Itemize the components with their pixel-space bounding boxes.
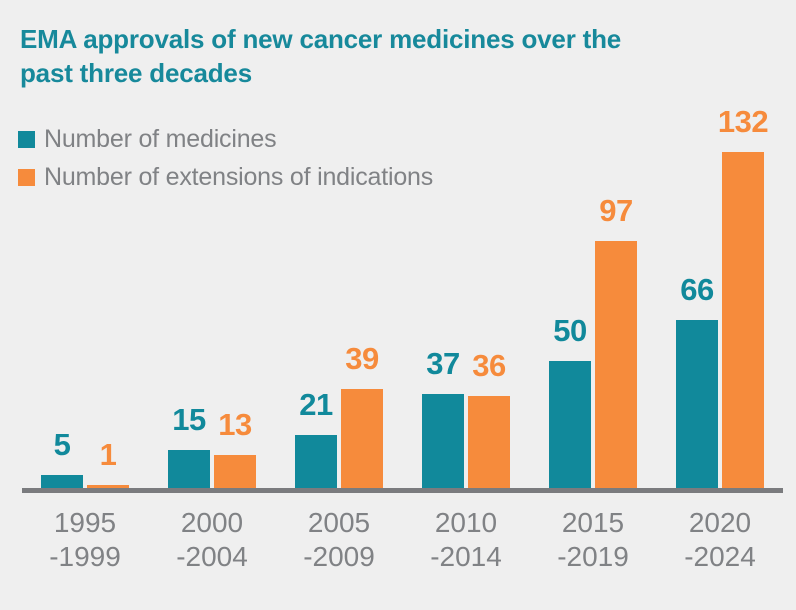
legend-label-extensions: Number of extensions of indications [44,162,434,191]
legend-swatch-medicines-icon [18,130,35,148]
bar-value-label-extensions-2000-2004: 13 [218,407,252,442]
bar-value-label-medicines-2020-2024: 66 [680,272,714,307]
title-line-1: EMA approvals of new cancer medicines ov… [20,24,622,54]
legend-item-extensions: Number of extensions of indications [18,158,433,196]
bar-medicines-2005-2009 [295,435,337,488]
page-title: EMA approvals of new cancer medicines ov… [20,22,621,90]
x-axis-label-2005-2009: 2005 -2009 [303,507,375,572]
x-axis-label-2020-2024: 2020 -2024 [684,507,756,572]
x-axis-label-1995-1999: 1995 -1999 [49,507,121,572]
bar-medicines-2020-2024 [676,320,718,488]
x-axis-line [22,488,783,493]
bar-value-label-medicines-1995-1999: 5 [53,427,71,462]
bar-extensions-2015-2019 [595,241,637,488]
bar-value-label-medicines-2000-2004: 15 [172,402,206,437]
bar-value-label-medicines-2015-2019: 50 [553,313,587,348]
bar-extensions-1995-1999 [87,485,129,488]
bar-value-label-medicines-2005-2009: 21 [299,387,333,422]
bar-value-label-extensions-2015-2019: 97 [599,193,633,228]
bar-extensions-2020-2024 [722,152,764,488]
bar-value-label-medicines-2010-2014: 37 [426,346,460,381]
bar-medicines-1995-1999 [41,475,83,488]
legend-item-medicines: Number of medicines [18,120,433,158]
bar-medicines-2015-2019 [549,361,591,488]
legend-label-medicines: Number of medicines [44,124,277,153]
x-axis-label-2010-2014: 2010 -2014 [430,507,502,572]
x-axis-label-2000-2004: 2000 -2004 [176,507,248,572]
bar-medicines-2000-2004 [168,450,210,488]
bar-extensions-2000-2004 [214,455,256,488]
legend-swatch-extensions-icon [18,168,35,186]
bar-extensions-2010-2014 [468,396,510,488]
bar-value-label-extensions-2005-2009: 39 [345,341,379,376]
bar-value-label-extensions-1995-1999: 1 [99,437,117,472]
x-axis-label-2015-2019: 2015 -2019 [557,507,629,572]
legend: Number of medicines Number of extensions… [18,120,433,196]
title-line-2: past three decades [20,58,252,88]
bar-extensions-2005-2009 [341,389,383,488]
bar-value-label-extensions-2020-2024: 132 [717,104,769,139]
bar-medicines-2010-2014 [422,394,464,488]
bar-value-label-extensions-2010-2014: 36 [472,348,506,383]
